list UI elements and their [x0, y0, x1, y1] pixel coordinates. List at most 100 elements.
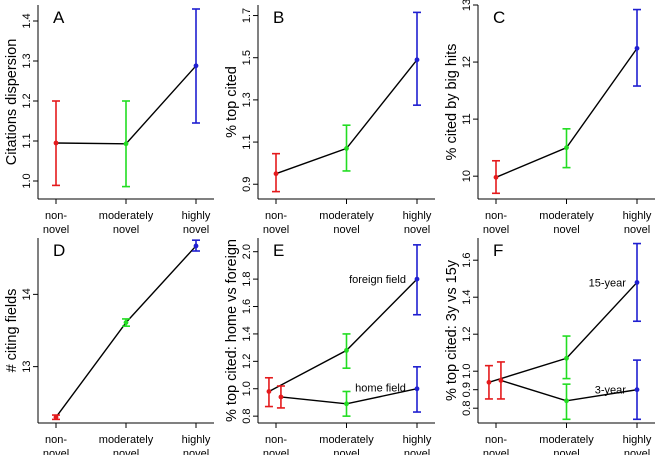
data-point	[278, 394, 284, 400]
y-axis-title: % top cited: home vs foreign	[224, 239, 240, 422]
x-tick-label: moderately	[99, 434, 154, 446]
x-tick-label: novel	[483, 448, 509, 455]
x-tick-label: novel	[113, 224, 139, 236]
x-tick-label: novel	[43, 224, 69, 236]
y-tick-label: 1.0	[21, 173, 33, 188]
panel-b: 0.9 1.1 1.3 1.5 1.7 non-novel moderately novel h…	[224, 5, 435, 236]
y-tick-label: 1.6	[241, 299, 253, 314]
y-tick-label: 14	[21, 288, 33, 300]
y-tick-label: 10	[461, 170, 473, 182]
y-tick-label: 12	[461, 56, 473, 68]
y-tick-label: 0.8	[461, 401, 473, 416]
x-tick-label: moderately	[539, 434, 594, 446]
data-point	[564, 145, 569, 151]
x-tick-label: novel	[113, 448, 139, 455]
y-axis-title: % cited by big hits	[444, 44, 460, 161]
x-tick-label: moderately	[99, 210, 154, 222]
data-point	[344, 347, 349, 353]
series-line	[55, 245, 197, 418]
panel-letter: B	[273, 8, 284, 27]
y-tick-label: 1.2	[241, 354, 253, 369]
panel-letter: A	[53, 8, 65, 27]
x-tick-label: novel	[404, 448, 430, 455]
x-tick-label: non-	[265, 210, 287, 222]
series-annotation: foreign field	[349, 274, 406, 286]
y-tick-label: 1.2	[461, 327, 473, 342]
x-tick-label: moderately	[319, 210, 374, 222]
x-tick-label: novel	[333, 224, 359, 236]
series-annotation: 15-year	[589, 277, 627, 289]
y-axis-title: % top cited	[224, 66, 240, 138]
data-point	[634, 280, 640, 285]
data-point	[634, 45, 640, 51]
panel-e: 0.8 1.0 1.2 1.4 1.6 1.8 2.0 non-novel moderately…	[224, 238, 435, 455]
data-point	[414, 386, 420, 392]
panel-letter: F	[493, 241, 503, 260]
panel-c: 10 11 12 13 non-novel moderately novel highly no…	[444, 0, 655, 236]
data-point	[634, 387, 640, 393]
x-tick-label: non-	[45, 434, 67, 446]
y-axis-title: # citing fields	[4, 289, 20, 373]
x-tick-label: novel	[624, 448, 650, 455]
x-tick-label: novel	[263, 224, 289, 236]
x-tick-label: highly	[182, 434, 211, 446]
data-point	[414, 57, 420, 63]
data-point	[564, 398, 569, 404]
x-tick-label: non-	[45, 210, 67, 222]
x-tick-label: highly	[403, 434, 432, 446]
y-axis-title: Citations dispersion	[4, 39, 20, 166]
x-tick-label: novel	[624, 224, 650, 236]
y-tick-label: 1.4	[241, 326, 253, 341]
y-tick-label: 13	[21, 361, 33, 373]
x-tick-label: moderately	[539, 210, 594, 222]
data-point	[486, 379, 492, 385]
data-point	[273, 171, 279, 177]
data-point	[53, 140, 59, 146]
x-tick-label: novel	[183, 448, 209, 455]
y-tick-label: 0.9	[241, 177, 253, 192]
data-point	[498, 378, 504, 383]
x-tick-label: highly	[182, 210, 211, 222]
x-tick-label: novel	[333, 448, 359, 455]
y-tick-label: 13	[461, 0, 473, 11]
y-tick-label: 1.8	[241, 271, 253, 286]
y-tick-label: 1.3	[241, 92, 253, 107]
y-tick-label: 1.5	[241, 50, 253, 65]
data-point	[564, 355, 569, 361]
y-tick-label: 1.6	[461, 253, 473, 268]
y-tick-label: 11	[461, 113, 473, 124]
series-annotation: 3-year	[595, 385, 627, 397]
y-tick-label: 1.4	[461, 290, 473, 305]
y-tick-label: 1.0	[461, 364, 473, 379]
x-tick-label: novel	[183, 224, 209, 236]
panel-f: 0.8 0.9 1.0 1.2 1.4 1.6 non-novel moderately nov…	[444, 238, 655, 455]
data-point	[344, 401, 349, 407]
panel-letter: C	[493, 8, 505, 27]
y-tick-label: 2.0	[241, 244, 253, 259]
x-tick-label: highly	[403, 210, 432, 222]
y-tick-label: 0.8	[241, 408, 253, 423]
data-point	[414, 276, 420, 282]
data-point	[193, 63, 199, 69]
x-tick-label: novel	[404, 224, 430, 236]
series-line	[268, 278, 418, 393]
series-line	[488, 281, 638, 383]
data-point	[53, 414, 59, 420]
y-tick-label: 1.2	[21, 93, 33, 108]
y-tick-label: 1.1	[21, 133, 33, 148]
data-point	[193, 243, 199, 249]
x-tick-label: novel	[483, 224, 509, 236]
panel-d: 13 14 non-novel moderately novel highly novel D…	[4, 238, 214, 455]
data-point	[493, 174, 499, 180]
x-tick-label: novel	[553, 448, 579, 455]
y-axis-title: % top cited: 3y vs 15y	[444, 259, 460, 401]
series-annotation: home field	[355, 382, 406, 394]
data-point	[344, 145, 349, 151]
panel-letter: E	[273, 241, 284, 260]
y-tick-label: 0.9	[461, 382, 473, 397]
data-point	[266, 389, 272, 394]
x-tick-label: moderately	[319, 434, 374, 446]
y-tick-label: 1.4	[21, 13, 33, 28]
y-tick-label: 1.3	[21, 53, 33, 68]
